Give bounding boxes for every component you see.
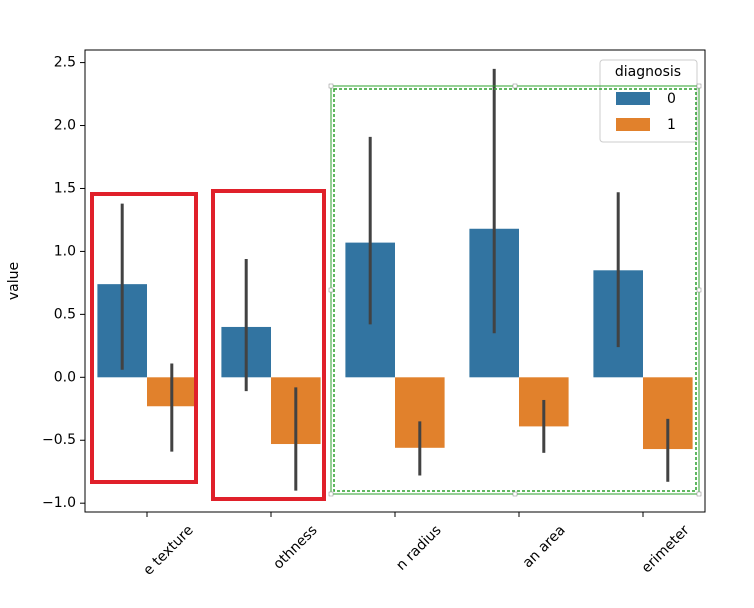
y-tick-label: 0.5 — [54, 306, 76, 322]
x-tick-label: othness — [270, 522, 320, 572]
y-tick-label: −1.0 — [42, 495, 76, 511]
selection-handle — [328, 83, 334, 89]
legend-label: 0 — [667, 91, 676, 107]
legend-title: diagnosis — [615, 64, 681, 80]
selection-handle — [328, 287, 334, 293]
selection-box — [333, 88, 697, 492]
plot-frame — [84, 49, 706, 513]
x-tick-label: an area — [520, 522, 569, 571]
legend-swatch — [616, 92, 650, 105]
selection-handle — [512, 491, 518, 497]
highlight-box — [211, 189, 326, 501]
y-tick-label: 1.0 — [54, 243, 76, 259]
selection-handle — [696, 287, 702, 293]
legend-label: 1 — [667, 117, 676, 133]
selection-handle — [512, 83, 518, 89]
y-tick-label: 0.0 — [54, 369, 76, 385]
x-tick-label: n radius — [393, 522, 444, 573]
y-tick-label: −0.5 — [42, 432, 76, 448]
highlight-box — [90, 192, 198, 484]
y-tick-label: 2.5 — [54, 55, 76, 71]
selection-handle — [328, 491, 334, 497]
selection-handle — [696, 83, 702, 89]
selection-handle — [696, 491, 702, 497]
y-axis-label: value — [6, 262, 22, 300]
y-tick-label: 2.0 — [54, 118, 76, 134]
x-tick-label: erimeter — [639, 522, 693, 576]
legend-swatch — [616, 118, 650, 131]
y-tick-label: 1.5 — [54, 180, 76, 196]
x-tick-label: e texture — [140, 522, 196, 578]
